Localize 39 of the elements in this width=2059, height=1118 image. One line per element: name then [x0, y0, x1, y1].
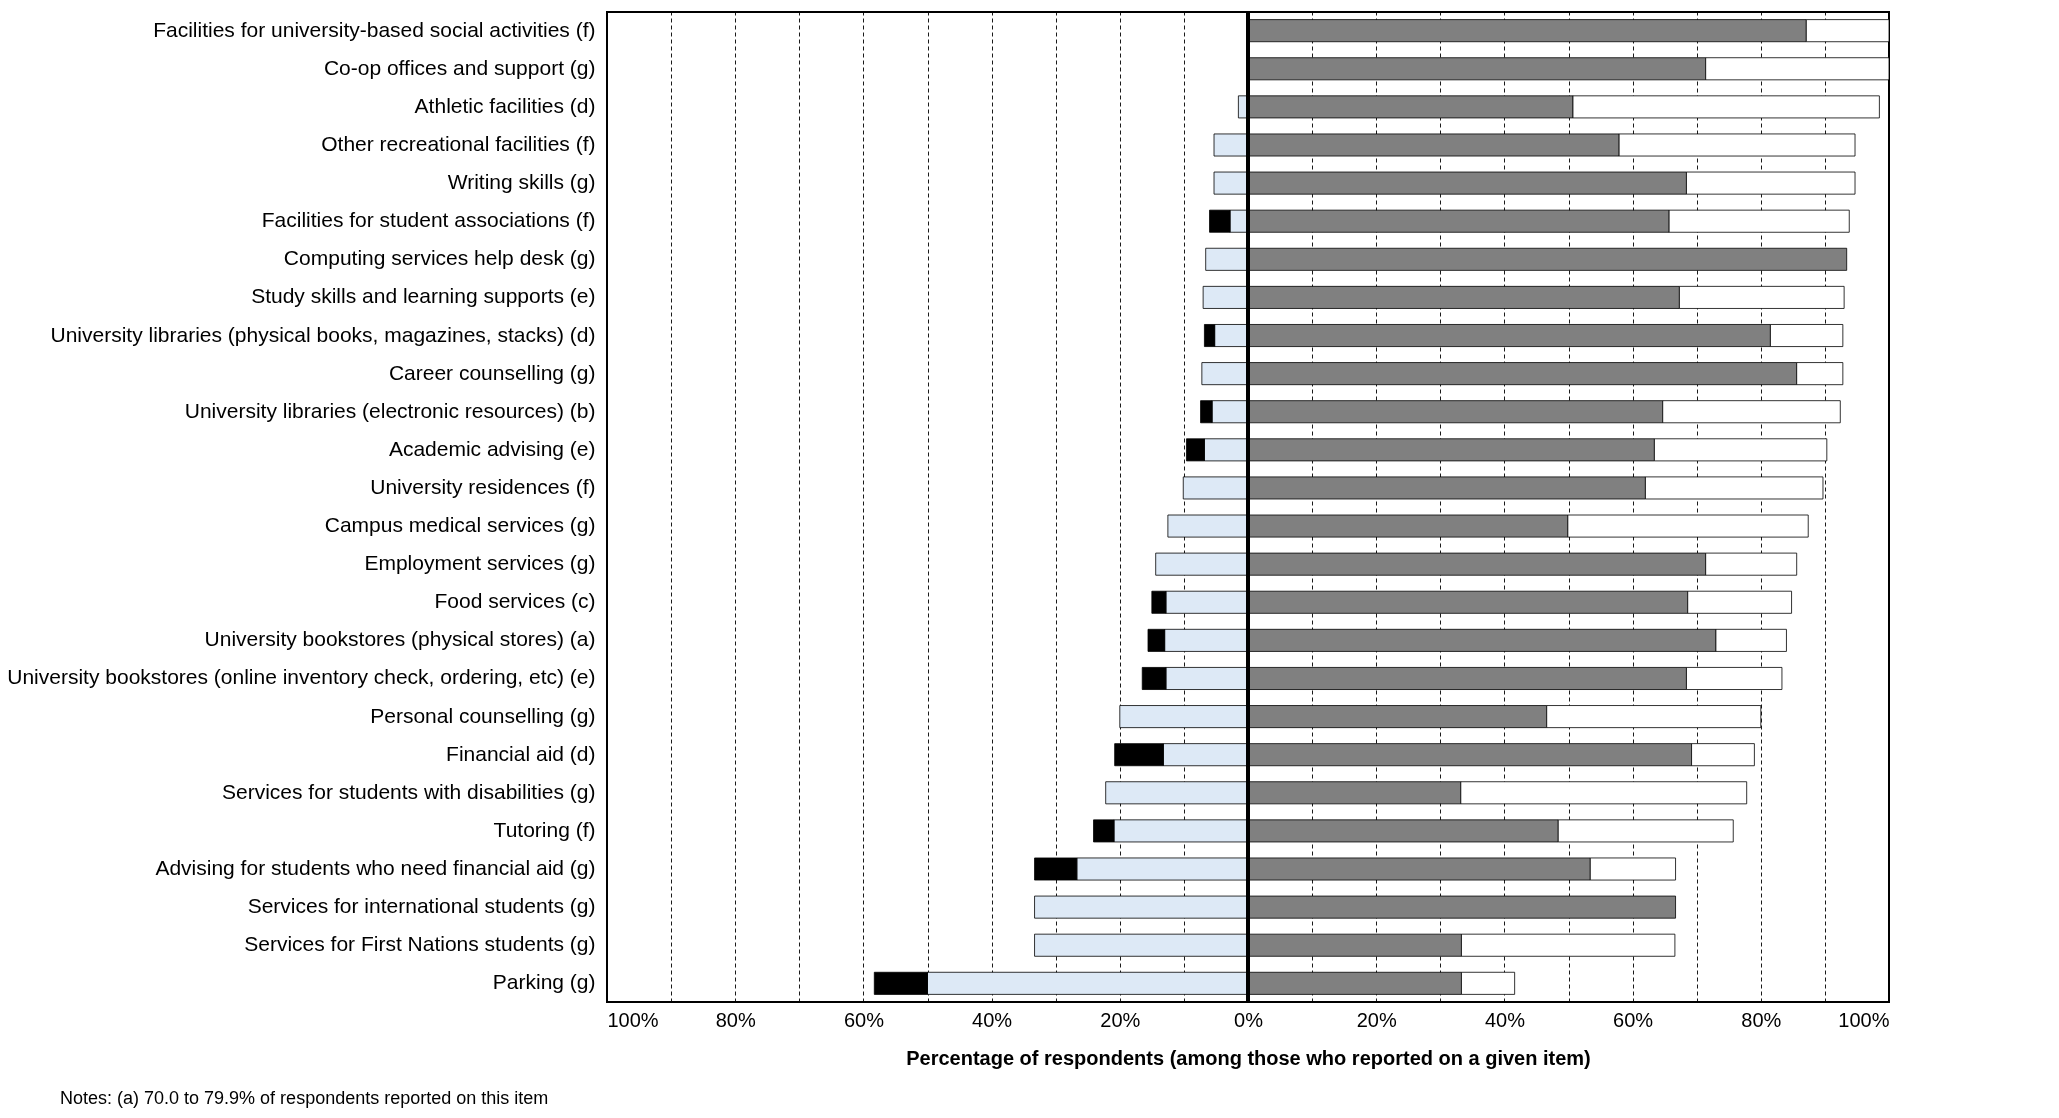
y-tick-label: Parking (g) — [492, 970, 596, 994]
y-tick-label: University libraries (electronic resources) (b) — [184, 398, 596, 422]
y-tick-label: Campus medical services (g) — [324, 513, 596, 537]
y-tick-label: Other recreational facilities (f) — [321, 131, 596, 155]
y-tick-label: Athletic facilities (d) — [414, 93, 596, 117]
text: Notes: (a) 70.0 to 79.9% of respondents reported on this item — [60, 1088, 549, 1109]
y-tick-label: Facilities for university-based social activities (f) — [153, 17, 596, 41]
y-tick-label: Co-op offices and support (g) — [323, 55, 596, 79]
y-tick-label: Computing services help desk (g) — [283, 246, 596, 270]
y-tick-label: Tutoring (f) — [493, 817, 596, 841]
x-tick-label: 40% — [972, 1008, 1013, 1031]
y-tick-label: Services for international students (g) — [247, 894, 596, 918]
x-tick-label: 20% — [1100, 1008, 1141, 1031]
y-tick-label: Services for students with disabilities (g) — [222, 779, 596, 803]
y-tick-label: Employment services (g) — [364, 551, 596, 575]
y-tick-label: University residences (f) — [370, 474, 596, 498]
y-tick-label: University bookstores (physical stores) (a) — [204, 627, 596, 651]
y-tick-label: Academic advising (e) — [388, 436, 596, 460]
y-tick-label: University bookstores (online inventory check, ordering, etc) (e) — [7, 665, 596, 689]
y-tick-label: Study skills and learning supports (e) — [251, 284, 596, 308]
x-tick-label: 60% — [843, 1008, 885, 1031]
y-tick-label: Financial aid (d) — [446, 741, 596, 765]
x-tick-label: 0% — [1234, 1008, 1264, 1031]
y-tick-label: Writing skills (g) — [447, 170, 596, 194]
y-tick-label: Food services (c) — [434, 589, 596, 613]
x-tick-label: 40% — [1484, 1008, 1526, 1031]
y-tick-label: Personal counselling (g) — [370, 703, 596, 727]
x-tick-label: 100% — [1838, 1008, 1890, 1031]
y-tick-label: Facilities for student associations (f) — [261, 208, 596, 232]
x-tick-label: 80% — [1741, 1008, 1782, 1031]
x-tick-label: 80% — [715, 1008, 756, 1031]
x-tick-label: 60% — [1613, 1008, 1654, 1031]
y-tick-label: Services for First Nations students (g) — [244, 932, 596, 956]
y-tick-label: University libraries (physical books, magazines, stacks) (d) — [50, 322, 596, 346]
x-axis-title: Percentage of respondents (among those who reported on a given item) — [906, 1046, 1591, 1069]
y-tick-label: Advising for students who need financial aid (g) — [155, 856, 596, 880]
y-tick-label: Career counselling (g) — [388, 360, 596, 384]
x-tick-label: 100% — [607, 1008, 659, 1031]
x-tick-label: 20% — [1356, 1008, 1397, 1031]
